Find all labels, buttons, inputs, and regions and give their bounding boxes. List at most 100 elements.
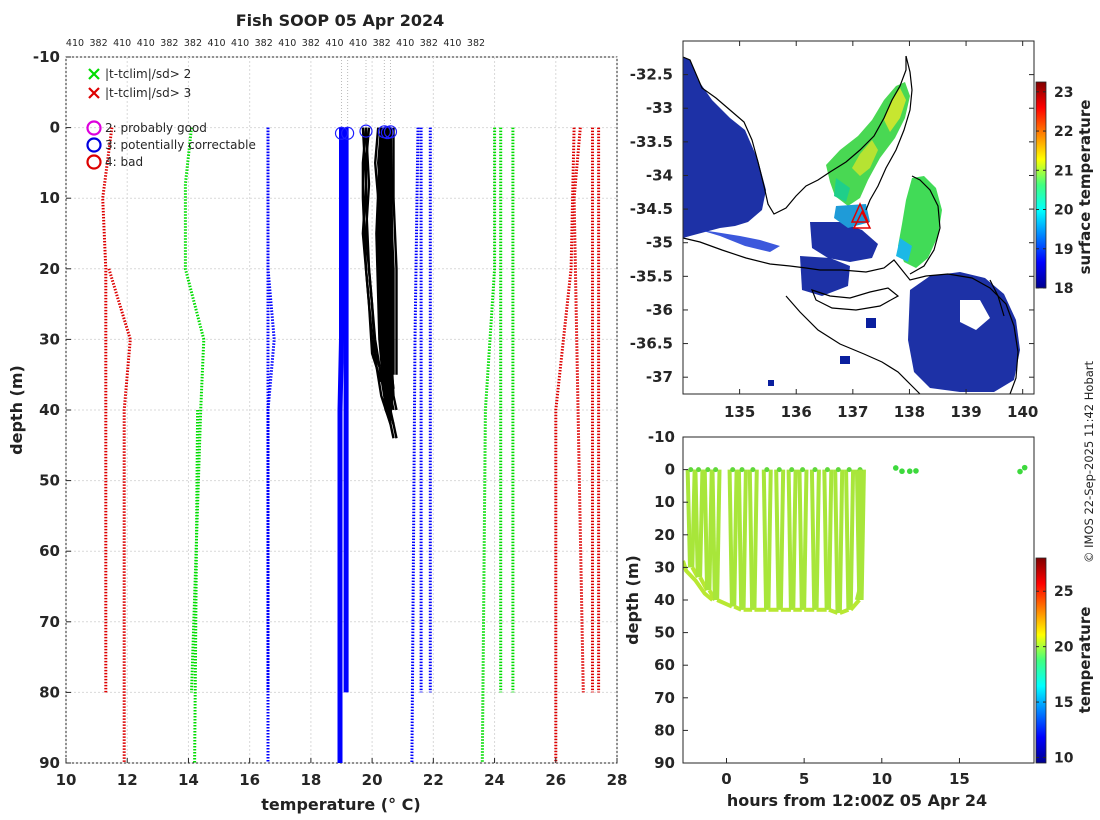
profile-legend: |t-tclim|/sd> 2 |t-tclim|/sd> 3 2: probabl… xyxy=(86,67,256,170)
temperature-colorbar-label: temperature xyxy=(1076,607,1094,714)
map-marker xyxy=(850,202,872,229)
depth-time-casts xyxy=(683,467,866,615)
cast-top-point xyxy=(696,467,702,473)
obs-4-double xyxy=(364,127,386,383)
depth-time-point xyxy=(913,468,919,474)
profile-id-label: 382 xyxy=(373,38,391,49)
depth-time-ytick-label: 60 xyxy=(654,656,675,674)
obs-4 xyxy=(361,127,383,383)
cast-descent xyxy=(809,469,817,610)
sst-patch-spencer-warm xyxy=(884,88,906,132)
cast-ascent xyxy=(848,469,856,610)
map-ytick-label: -34 xyxy=(646,166,673,184)
map-ytick-label: -36 xyxy=(646,301,673,319)
profile-xtick-label: 16 xyxy=(239,771,260,789)
cast-ascent xyxy=(752,469,759,610)
depth-time-plot: 0 5 10 15 -10 0 10 20 30 40 50 60 70 80 90 hours from … xyxy=(623,428,1094,810)
sst-patch-stvincent-cool xyxy=(896,238,912,262)
depth-time-xlabel: hours from 12:00Z 05 Apr 24 xyxy=(727,791,987,810)
depth-time-ytick-label: 30 xyxy=(654,558,675,576)
map-sst-patches xyxy=(683,57,1020,392)
map-ytick-label: -37 xyxy=(646,368,673,386)
profile-id-label: 382 xyxy=(90,38,108,49)
flag-circle-marker xyxy=(341,126,355,140)
map-ytick-label: -36.5 xyxy=(630,335,673,353)
flag-circle-marker xyxy=(359,124,373,138)
sst-patch-spencer-warm-2 xyxy=(852,140,878,176)
cast-top-point xyxy=(812,467,818,473)
map-xtick-label: 136 xyxy=(781,403,812,421)
flagged-profiles xyxy=(337,127,349,763)
depth-time-point xyxy=(1017,468,1023,475)
temperature-colorbar-tick-label: 25 xyxy=(1054,584,1073,600)
depth-time-ytick-label: 10 xyxy=(654,493,675,511)
profile-id-label: 382 xyxy=(160,38,178,49)
cast-descent xyxy=(710,469,717,601)
profile-id-label: 382 xyxy=(184,38,202,49)
profile-id-label: 410 xyxy=(113,38,131,49)
legend-label: |t-tclim|/sd> 2 xyxy=(105,67,191,81)
cast-descent xyxy=(786,469,793,610)
depth-time-point xyxy=(906,468,913,475)
profile-ylabel: depth (m) xyxy=(7,365,26,455)
cast-ascent xyxy=(814,469,821,610)
temperature-colorbar-tick-label: 20 xyxy=(1054,640,1074,656)
legend-x-marker xyxy=(88,87,100,99)
profile-plot: 10 12 14 16 18 20 22 24 26 28 -10 0 10 20 30 40 50 60 70 80… xyxy=(7,48,627,814)
profile-axis-ticks: 10 12 14 16 18 20 22 24 26 28 -10 0 10 20 30 40 50 60 70 80… xyxy=(33,48,628,789)
sst-patch-west-edge xyxy=(700,230,780,252)
observed-profile-band xyxy=(375,127,394,425)
depth-time-points xyxy=(892,464,1028,475)
profile-id-label: 410 xyxy=(66,38,84,49)
profile-ytick-label: 70 xyxy=(39,613,60,631)
profile-id-label: 410 xyxy=(278,38,296,49)
cast-top-point xyxy=(750,467,756,473)
map-coastline xyxy=(682,55,1019,395)
profile-id-label: 410 xyxy=(231,38,249,49)
temperature-colorbar-bar xyxy=(1035,557,1047,764)
cast-descent xyxy=(774,469,781,610)
profile-xtick-label: 20 xyxy=(362,771,383,789)
sst-colorbar-tick-label: 18 xyxy=(1054,281,1073,297)
cast-top-point xyxy=(688,467,694,473)
sst-patch-spencer-cool xyxy=(834,178,850,202)
depth-time-point xyxy=(1021,464,1028,471)
cast-top-point xyxy=(730,467,736,473)
map-axis-ticks: 135 136 137 138 139 140 -32.5 -33 -33.5 -34 -34.5 -… xyxy=(630,41,1038,421)
profile-xtick-label: 18 xyxy=(300,771,321,789)
cast-descent xyxy=(747,469,755,610)
cast-ascent xyxy=(802,469,809,610)
map-xtick-label: 138 xyxy=(894,403,925,421)
legend-x-marker xyxy=(88,68,100,80)
cast-top-point xyxy=(739,467,745,473)
profile-ytick-label: 80 xyxy=(39,683,60,701)
profile-id-label: 410 xyxy=(325,38,343,49)
cast-ascent xyxy=(715,469,722,601)
profile-xlabel: temperature (° C) xyxy=(261,795,420,814)
temperature-colorbar-tick-label: 15 xyxy=(1054,695,1073,711)
map-ytick-label: -33.5 xyxy=(630,133,673,151)
depth-time-xtick-label: 5 xyxy=(799,770,809,788)
cast-bottom-track xyxy=(716,598,733,609)
depth-time-point xyxy=(892,465,899,471)
sst-colorbar-bar xyxy=(1035,81,1047,289)
profile-xtick-label: 24 xyxy=(484,771,505,789)
sst-patch-southeast xyxy=(908,272,1020,392)
map-frame xyxy=(682,40,1035,395)
sst-patch-mouth-2 xyxy=(800,256,850,296)
clim-minus-sd3-b xyxy=(107,268,132,763)
cast-ascent xyxy=(826,469,834,610)
sst-colorbar-tick-label: 23 xyxy=(1054,85,1073,101)
cast-descent xyxy=(797,469,804,610)
clim-plus-sd3-d xyxy=(554,127,576,763)
sst-map: 135 136 137 138 139 140 -32.5 -33 -33.5 -34 -34.5 -… xyxy=(630,40,1094,421)
legend-circle-marker xyxy=(86,137,102,153)
sst-colorbar-tick-label: 22 xyxy=(1054,124,1073,140)
depth-time-ytick-label: 70 xyxy=(654,689,675,707)
map-ytick-label: -35 xyxy=(646,234,673,252)
cast-bottom-track xyxy=(849,598,861,612)
profile-id-label: 382 xyxy=(302,38,320,49)
profile-id-label: 410 xyxy=(349,38,367,49)
sst-colorbar-tick-label: 20 xyxy=(1054,203,1074,219)
